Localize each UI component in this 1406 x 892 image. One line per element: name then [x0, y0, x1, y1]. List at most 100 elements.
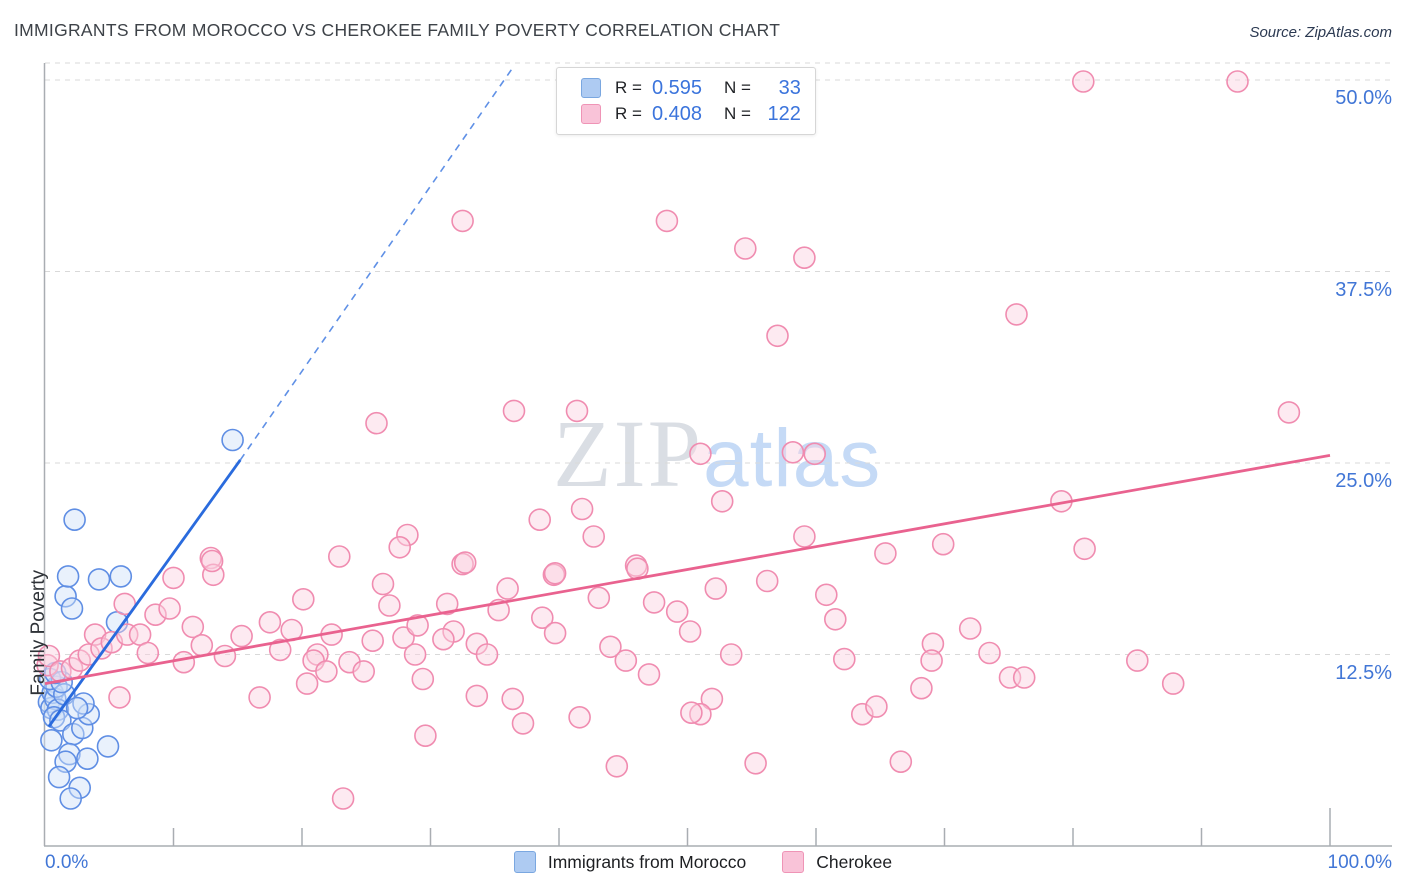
scatter-point-cherokee[interactable]	[406, 614, 429, 637]
scatter-point-cherokee[interactable]	[1161, 672, 1185, 695]
scatter-point-cherokee[interactable]	[365, 411, 388, 435]
scatter-point-cherokee[interactable]	[1226, 70, 1249, 93]
scatter-point-cherokee[interactable]	[803, 442, 827, 466]
scatter-point-cherokee[interactable]	[371, 572, 395, 596]
scatter-point-cherokee[interactable]	[700, 687, 724, 711]
scatter-point-cherokee[interactable]	[1126, 649, 1149, 672]
scatter-point-cherokee[interactable]	[689, 442, 712, 466]
scatter-point-cherokee[interactable]	[814, 583, 838, 607]
scatter-point-morocco[interactable]	[76, 747, 99, 771]
scatter-point-cherokee[interactable]	[637, 663, 661, 686]
scatter-point-cherokee[interactable]	[396, 523, 419, 547]
scatter-point-cherokee[interactable]	[115, 623, 139, 646]
scatter-point-cherokee[interactable]	[511, 712, 535, 735]
scatter-point-cherokee[interactable]	[978, 641, 1001, 665]
scatter-point-cherokee[interactable]	[874, 542, 897, 565]
scatter-point-cherokee[interactable]	[678, 620, 702, 643]
scatter-point-morocco[interactable]	[60, 597, 84, 620]
scatter-point-cherokee[interactable]	[414, 724, 437, 748]
scatter-point-cherokee[interactable]	[465, 684, 489, 708]
scatter-point-cherokee[interactable]	[665, 600, 689, 623]
scatter-point-morocco[interactable]	[109, 565, 133, 588]
scatter-point-cherokee[interactable]	[710, 489, 734, 513]
scatter-point-morocco[interactable]	[77, 702, 100, 726]
scatter-point-cherokee[interactable]	[719, 643, 743, 666]
scatter-point-cherokee[interactable]	[1005, 303, 1028, 326]
scatter-point-cherokee[interactable]	[781, 440, 805, 464]
scatter-point-cherokee[interactable]	[793, 246, 816, 270]
scatter-point-cherokee[interactable]	[200, 549, 224, 573]
scatter-point-cherokee[interactable]	[295, 672, 319, 695]
scatter-point-cherokee[interactable]	[1012, 666, 1036, 689]
scatter-point-cherokee[interactable]	[268, 638, 292, 662]
scatter-point-cherokee[interactable]	[793, 525, 816, 548]
scatter-point-cherokee[interactable]	[108, 686, 131, 709]
scatter-point-cherokee[interactable]	[501, 687, 525, 711]
scatter-point-cherokee[interactable]	[755, 569, 779, 593]
scatter-point-cherokee[interactable]	[766, 324, 789, 348]
scatter-point-morocco[interactable]	[221, 428, 244, 452]
scatter-point-cherokee[interactable]	[920, 649, 943, 672]
scatter-point-cherokee[interactable]	[744, 751, 767, 775]
scatter-point-cherokee[interactable]	[432, 627, 455, 651]
scatter-point-cherokee[interactable]	[565, 399, 589, 423]
scatter-point-cherokee[interactable]	[361, 629, 385, 653]
scatter-point-cherokee[interactable]	[599, 635, 622, 659]
scatter-point-cherokee[interactable]	[158, 597, 181, 620]
scatter-point-cherokee[interactable]	[587, 586, 611, 610]
scatter-point-morocco[interactable]	[40, 728, 63, 752]
scatter-point-cherokee[interactable]	[378, 594, 401, 617]
scatter-point-cherokee[interactable]	[655, 209, 679, 233]
scatter-point-cherokee[interactable]	[528, 508, 552, 532]
scatter-point-morocco[interactable]	[96, 735, 120, 758]
scatter-point-cherokee[interactable]	[910, 676, 933, 700]
scatter-point-cherokee[interactable]	[958, 617, 982, 640]
scatter-point-cherokee[interactable]	[823, 607, 847, 631]
scatter-point-morocco[interactable]	[87, 568, 111, 591]
scatter-point-cherokee[interactable]	[502, 399, 526, 423]
scatter-point-cherokee[interactable]	[689, 702, 712, 726]
scatter-point-cherokee[interactable]	[614, 649, 638, 672]
scatter-point-cherokee[interactable]	[1073, 537, 1096, 561]
scatter-point-cherokee[interactable]	[542, 563, 566, 587]
scatter-point-cherokee[interactable]	[435, 592, 459, 616]
scatter-point-morocco[interactable]	[47, 765, 71, 789]
scatter-point-cherokee[interactable]	[850, 702, 874, 726]
scatter-point-cherokee[interactable]	[248, 686, 271, 709]
scatter-point-cherokee[interactable]	[642, 591, 666, 614]
scatter-point-cherokee[interactable]	[162, 566, 185, 590]
scatter-point-cherokee[interactable]	[931, 532, 955, 556]
scatter-point-cherokee[interactable]	[543, 561, 567, 585]
scatter-point-cherokee[interactable]	[889, 750, 913, 774]
scatter-point-cherokee[interactable]	[144, 603, 167, 627]
scatter-point-cherokee[interactable]	[327, 545, 351, 568]
scatter-point-cherokee[interactable]	[605, 754, 629, 778]
scatter-point-morocco[interactable]	[63, 508, 86, 532]
scatter-point-morocco[interactable]	[56, 565, 80, 588]
scatter-point-cherokee[interactable]	[530, 606, 554, 630]
scatter-point-cherokee[interactable]	[451, 209, 474, 233]
scatter-point-cherokee[interactable]	[36, 653, 59, 677]
scatter-point-cherokee[interactable]	[865, 695, 888, 718]
scatter-point-cherokee[interactable]	[582, 525, 606, 548]
scatter-point-cherokee[interactable]	[190, 633, 214, 657]
scatter-point-cherokee[interactable]	[1072, 70, 1095, 93]
scatter-point-cherokee[interactable]	[1277, 401, 1301, 424]
scatter-point-cherokee[interactable]	[680, 701, 703, 725]
scatter-point-cherokee[interactable]	[570, 497, 594, 521]
scatter-point-cherokee[interactable]	[388, 535, 412, 559]
scatter-point-cherokee[interactable]	[832, 647, 856, 671]
scatter-point-cherokee[interactable]	[291, 587, 315, 611]
scatter-point-cherokee[interactable]	[704, 577, 728, 600]
scatter-point-cherokee[interactable]	[411, 667, 435, 691]
scatter-point-cherokee[interactable]	[496, 577, 519, 600]
scatter-point-cherokee[interactable]	[230, 624, 253, 648]
scatter-point-cherokee[interactable]	[475, 643, 499, 666]
scatter-point-cherokee[interactable]	[213, 644, 237, 668]
scatter-point-cherokee[interactable]	[568, 705, 591, 729]
scatter-point-cherokee[interactable]	[136, 641, 160, 665]
scatter-point-cherokee[interactable]	[733, 237, 757, 260]
scatter-point-cherokee[interactable]	[258, 610, 282, 634]
scatter-point-cherokee[interactable]	[315, 660, 338, 683]
source-link[interactable]: Source: ZipAtlas.com	[1249, 24, 1392, 41]
